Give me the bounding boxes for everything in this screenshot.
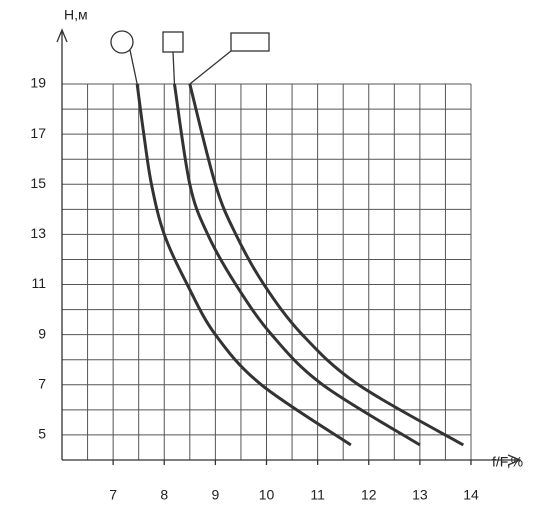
y-tick-label: 15 bbox=[30, 175, 46, 191]
curve bbox=[172, 83, 421, 447]
y-tick-label: 9 bbox=[38, 325, 46, 341]
x-axis-label: f/F,% bbox=[492, 454, 523, 470]
x-tick-label: 13 bbox=[412, 487, 428, 503]
legend-marker bbox=[230, 32, 270, 52]
y-axis bbox=[56, 28, 68, 460]
x-tick-label: 7 bbox=[109, 487, 117, 503]
x-tick-label: 14 bbox=[463, 487, 479, 503]
y-tick-label: 19 bbox=[30, 75, 46, 91]
legend-marker bbox=[110, 30, 134, 54]
y-tick-label: 11 bbox=[31, 275, 46, 291]
x-tick-label: 11 bbox=[310, 487, 325, 503]
y-tick-label: 17 bbox=[30, 125, 46, 141]
curve bbox=[188, 83, 465, 447]
y-tick-label: 13 bbox=[30, 225, 46, 241]
y-tick-label: 5 bbox=[38, 426, 46, 442]
x-tick-label: 8 bbox=[160, 487, 168, 503]
x-tick-label: 10 bbox=[259, 487, 275, 503]
x-tick-label: 9 bbox=[211, 487, 219, 503]
legend-leader bbox=[172, 51, 176, 85]
legend-leader bbox=[129, 49, 138, 85]
x-axis bbox=[62, 454, 522, 466]
legend-leader bbox=[189, 50, 232, 85]
x-tick-label: 12 bbox=[361, 487, 377, 503]
y-tick-label: 7 bbox=[38, 376, 46, 392]
curve bbox=[135, 83, 352, 447]
legend-marker bbox=[162, 31, 184, 53]
y-axis-label: H,м bbox=[64, 7, 88, 23]
